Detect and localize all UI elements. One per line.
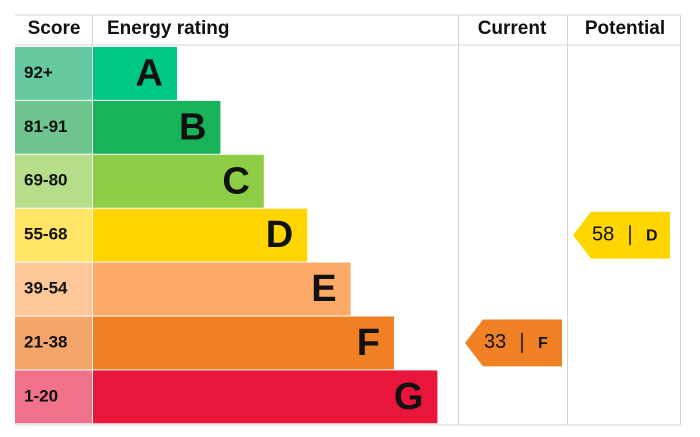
header-energy-rating: Energy rating [107,18,229,39]
rating-bar [93,262,351,316]
score-cell [15,47,92,100]
rating-bar [93,100,221,154]
grid [15,14,681,426]
rating-letter: A [136,52,163,94]
rating-letter: E [311,268,336,310]
score-range: 81-91 [24,117,67,136]
current-score: 33 [484,331,506,353]
rating-letter: C [222,160,249,202]
potential-arrow [573,211,670,259]
potential-rating: D [646,227,658,244]
current-rating: F [538,335,548,352]
score-range: 55-68 [24,225,67,244]
current-arrow [465,319,562,367]
score-cell [15,100,92,154]
score-cell [15,154,92,208]
rating-bar [93,208,308,262]
header-current: Current [478,18,547,39]
score-cell [15,316,92,370]
rating-letter: D [266,214,293,256]
rating-letter: G [394,376,424,418]
score-cell [15,262,92,316]
score-range: 21-38 [24,332,67,351]
score-range: 92+ [24,63,53,82]
rating-letter: F [357,322,380,364]
rating-bar [93,316,394,370]
header-potential: Potential [585,18,665,39]
rating-letter: B [179,106,206,148]
rating-bar [93,154,264,208]
score-range: 69-80 [24,171,67,190]
rating-bar [93,370,438,424]
score-range: 1-20 [24,386,58,405]
rating-bar [93,47,177,100]
header-score: Score [28,18,81,39]
score-range: 39-54 [24,279,68,298]
score-cell [15,208,92,262]
potential-score: 58 [592,223,614,245]
score-cell [15,370,92,424]
